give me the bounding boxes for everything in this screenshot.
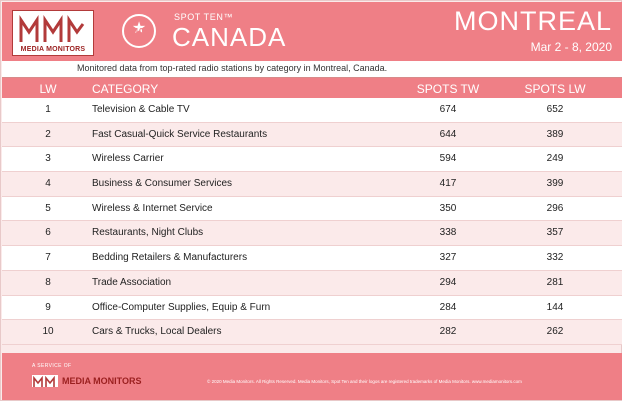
row-spots-tw: 294 (439, 276, 457, 288)
row-category: Business & Consumer Services (92, 178, 233, 190)
row-rank: 9 (45, 301, 51, 313)
row-rank: 4 (45, 178, 51, 190)
row-category: Restaurants, Night Clubs (92, 227, 204, 239)
row-spots-tw: 327 (439, 252, 457, 264)
subtitle-bar: Monitored data from top-rated radio stat… (2, 61, 622, 78)
row-spots-lw: 281 (546, 276, 564, 288)
subtitle-text: Monitored data from top-rated radio stat… (77, 63, 388, 73)
row-spots-tw: 284 (439, 301, 457, 313)
row-category: Bedding Retailers & Manufacturers (92, 252, 248, 264)
row-category: Cars & Trucks, Local Dealers (92, 326, 222, 338)
row-rank: 7 (45, 252, 51, 264)
star-badge-icon: ★ 10 (122, 14, 156, 48)
table-row: 2 Fast Casual-Quick Service Restaurants 64… (2, 122, 622, 148)
row-category: Fast Casual-Quick Service Restaurants (92, 128, 268, 140)
spot-ten-label: SPOT TEN™ (174, 12, 234, 22)
header: MEDIA MONITORS ★ 10 SPOT TEN™ CANADA MON… (2, 2, 622, 61)
row-spots-tw: 644 (439, 128, 457, 140)
row-spots-tw: 594 (439, 153, 457, 165)
header-category: CATEGORY (92, 82, 159, 96)
media-monitors-logo-icon (32, 375, 58, 387)
service-label: A SERVICE OF (32, 363, 72, 369)
row-spots-lw: 262 (546, 326, 564, 338)
header-lw: LW (39, 82, 57, 96)
row-rank: 6 (45, 227, 51, 239)
row-rank: 5 (45, 202, 51, 214)
row-rank: 2 (45, 128, 51, 140)
media-monitors-logo-icon (19, 15, 85, 42)
row-spots-lw: 249 (546, 153, 564, 165)
table-row: 4 Business & Consumer Services 417 399 (2, 172, 622, 197)
row-spots-tw: 350 (439, 202, 457, 214)
table-row: 10 Cars & Trucks, Local Dealers 282 262 (2, 320, 622, 345)
spots-table: LW CATEGORY SPOTS TW SPOTS LW 1 Televisio… (2, 78, 622, 345)
date-range: Mar 2 - 8, 2020 (530, 40, 612, 54)
row-rank: 3 (45, 153, 51, 165)
row-spots-lw: 296 (546, 202, 564, 214)
row-spots-lw: 652 (546, 104, 564, 115)
row-category: Office-Computer Supplies, Equip & Furn (92, 301, 271, 313)
row-spots-lw: 399 (546, 178, 564, 190)
table-body: 1 Television & Cable TV 674 652 2 Fast Casual… (2, 98, 622, 345)
row-spots-tw: 282 (439, 326, 457, 338)
row-category: Wireless & Internet Service (92, 202, 213, 214)
star-icon: ★ (131, 20, 147, 37)
table-row: 8 Trade Association 294 281 (2, 270, 622, 296)
row-spots-lw: 357 (546, 227, 564, 239)
header-spots-tw: SPOTS TW (416, 82, 480, 96)
footer: A SERVICE OF MEDIA MONITORS © 2020 Media… (2, 353, 622, 400)
table-row: 9 Office-Computer Supplies, Equip & Furn 2… (2, 295, 622, 321)
logo-text: MEDIA MONITORS (20, 46, 86, 53)
header-spots-lw: SPOTS LW (524, 82, 586, 96)
row-category: Television & Cable TV (92, 104, 190, 115)
table-header: LW CATEGORY SPOTS TW SPOTS LW (2, 78, 622, 98)
row-spots-lw: 144 (546, 301, 564, 313)
media-monitors-logo: MEDIA MONITORS (12, 10, 94, 56)
table-row: 1 Television & Cable TV 674 652 (2, 98, 622, 123)
copyright-text: © 2020 Media Monitors. All Rights Reserv… (207, 379, 522, 384)
row-spots-tw: 417 (439, 178, 457, 190)
row-rank: 8 (45, 276, 51, 288)
table-row: 7 Bedding Retailers & Manufacturers 327 332 (2, 246, 622, 271)
country-title: CANADA (172, 22, 287, 52)
badge-number: 10 (134, 27, 144, 36)
row-rank: 1 (45, 104, 51, 115)
row-spots-lw: 332 (546, 252, 564, 264)
table-row: 3 Wireless Carrier 594 249 (2, 147, 622, 173)
row-spots-lw: 389 (546, 128, 564, 140)
city-title: MONTREAL (453, 6, 612, 36)
row-spots-tw: 338 (439, 227, 457, 239)
table-row: 5 Wireless & Internet Service 350 296 (2, 196, 622, 222)
row-spots-tw: 674 (439, 104, 457, 115)
table-row: 6 Restaurants, Night Clubs 338 357 (2, 221, 622, 247)
row-category: Wireless Carrier (92, 153, 164, 165)
row-category: Trade Association (92, 276, 172, 288)
row-rank: 10 (42, 326, 54, 338)
footer-logo-text: MEDIA MONITORS (62, 376, 142, 386)
